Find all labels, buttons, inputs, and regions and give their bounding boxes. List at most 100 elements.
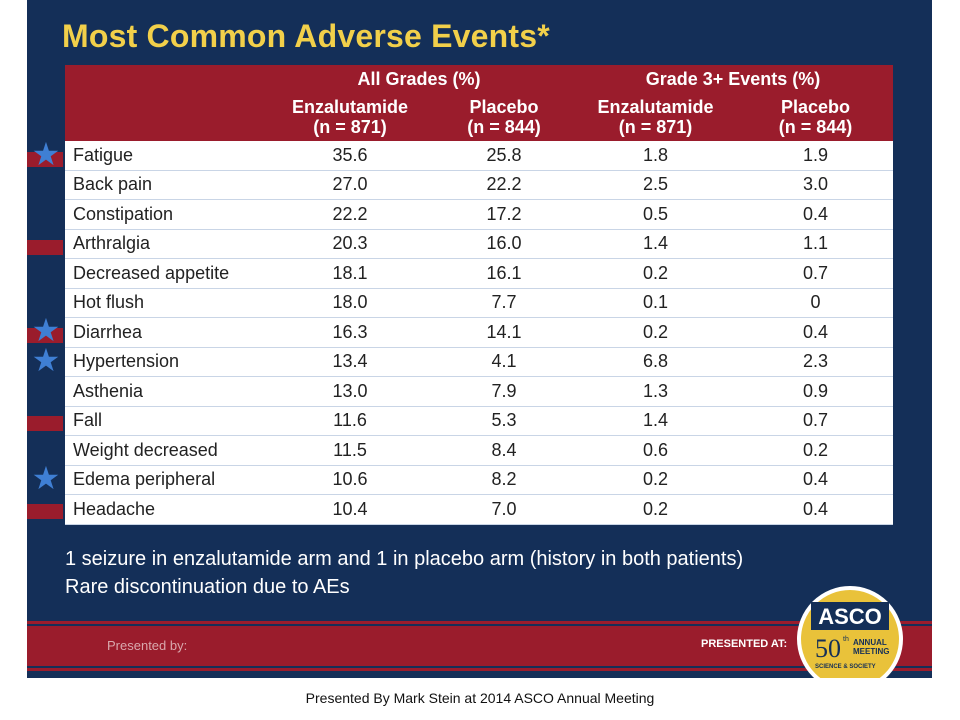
table-row: Hypertension 13.4 4.1 6.8 2.3 (65, 347, 893, 377)
stripe (27, 328, 63, 343)
sub-header-line2: (n = 844) (467, 117, 541, 137)
table-row: Decreased appetite 18.1 16.1 0.2 0.7 (65, 258, 893, 289)
table-row: Diarrhea 16.3 14.1 0.2 0.4 (65, 317, 893, 348)
value-cell: 7.9 (435, 376, 573, 407)
event-name: Back pain (65, 170, 265, 200)
value-cell: 1.8 (573, 141, 738, 171)
adverse-events-table: All Grades (%) Grade 3+ Events (%) Enzal… (65, 65, 893, 525)
event-name: Diarrhea (65, 317, 265, 348)
caption: Presented By Mark Stein at 2014 ASCO Ann… (305, 690, 655, 706)
logo-subline: SCIENCE & SOCIETY (815, 664, 876, 670)
value-cell: 1.4 (573, 406, 738, 436)
stripe (27, 416, 63, 431)
footer-line (27, 668, 932, 671)
stripe (27, 504, 63, 519)
logo-superscript: th (843, 636, 849, 643)
value-cell: 22.2 (265, 199, 435, 230)
value-cell: 1.1 (738, 229, 893, 259)
value-cell: 6.8 (573, 347, 738, 377)
group-header-grade3: Grade 3+ Events (%) (573, 65, 893, 93)
asco-logo: ASCO 50 th ANNUAL MEETING SCIENCE & SOCI… (797, 586, 903, 678)
star-icon: ★ (31, 311, 61, 350)
sub-header-line2: (n = 871) (313, 117, 387, 137)
value-cell: 8.4 (435, 435, 573, 466)
value-cell: 1.3 (573, 376, 738, 407)
value-cell: 0.9 (738, 376, 893, 407)
sub-header-line1: Placebo (780, 97, 851, 117)
value-cell: 8.2 (435, 465, 573, 495)
value-cell: 0.2 (573, 465, 738, 495)
value-cell: 0.2 (573, 494, 738, 525)
note-seizure: 1 seizure in enzalutamide arm and 1 in p… (65, 548, 744, 570)
event-name: Constipation (65, 199, 265, 230)
value-cell: 7.7 (435, 288, 573, 318)
sub-header: Enzalutamide (n = 871) (573, 93, 738, 141)
value-cell: 0 (738, 288, 893, 318)
table-body: Fatigue 35.6 25.8 1.8 1.9 Back pain 27.0 22.2 2.… (65, 141, 893, 525)
footer-line (27, 621, 932, 624)
sub-header-line1: Enzalutamide (291, 97, 409, 117)
star-icon: ★ (31, 134, 61, 173)
event-name: Fatigue (65, 141, 265, 171)
value-cell: 5.3 (435, 406, 573, 436)
event-name: Hot flush (65, 288, 265, 318)
value-cell: 14.1 (435, 317, 573, 348)
event-name: Hypertension (65, 347, 265, 377)
presented-by-label: Presented by: (107, 638, 188, 653)
value-cell: 0.2 (738, 435, 893, 466)
value-cell: 0.6 (573, 435, 738, 466)
event-name: Weight decreased (65, 435, 265, 466)
sub-header-line2: (n = 844) (778, 117, 853, 137)
table-row: Weight decreased 11.5 8.4 0.6 0.2 (65, 435, 893, 466)
value-cell: 0.7 (738, 258, 893, 289)
event-name: Asthenia (65, 376, 265, 407)
value-cell: 11.6 (265, 406, 435, 436)
sub-header: Enzalutamide (n = 871) (265, 93, 435, 141)
table-row: Constipation 22.2 17.2 0.5 0.4 (65, 199, 893, 230)
value-cell: 17.2 (435, 199, 573, 230)
value-cell: 11.5 (265, 435, 435, 466)
value-cell: 0.4 (738, 494, 893, 525)
table-row: Asthenia 13.0 7.9 1.3 0.9 (65, 376, 893, 407)
value-cell: 4.1 (435, 347, 573, 377)
group-header-all-grades: All Grades (%) (265, 65, 573, 93)
value-cell: 16.1 (435, 258, 573, 289)
value-cell: 18.0 (265, 288, 435, 318)
stars-strip (27, 140, 63, 530)
logo-annual-line2: MEETING (853, 647, 890, 656)
value-cell: 16.3 (265, 317, 435, 348)
value-cell: 2.5 (573, 170, 738, 200)
sub-header: Placebo (n = 844) (435, 93, 573, 141)
value-cell: 0.1 (573, 288, 738, 318)
value-cell: 0.4 (738, 199, 893, 230)
sub-header-row: Enzalutamide (n = 871) Placebo (n = 844) E… (65, 93, 893, 141)
logo-number: 50 (815, 634, 841, 663)
value-cell: 7.0 (435, 494, 573, 525)
table-row: Back pain 27.0 22.2 2.5 3.0 (65, 170, 893, 200)
group-header-row: All Grades (%) Grade 3+ Events (%) (65, 65, 893, 141)
slide: Most Common Adverse Events* ★ ★ ★ ★ All Gra… (27, 0, 932, 678)
value-cell: 20.3 (265, 229, 435, 259)
table-row: Headache 10.4 7.0 0.2 0.4 (65, 494, 893, 525)
value-cell: 16.0 (435, 229, 573, 259)
value-cell: 25.8 (435, 141, 573, 171)
value-cell: 0.5 (573, 199, 738, 230)
value-cell: 35.6 (265, 141, 435, 171)
event-name: Fall (65, 406, 265, 436)
value-cell: 0.4 (738, 317, 893, 348)
event-name: Arthralgia (65, 229, 265, 259)
table-row: Arthralgia 20.3 16.0 1.4 1.1 (65, 229, 893, 259)
event-name: Edema peripheral (65, 465, 265, 495)
table-row: Fall 11.6 5.3 1.4 0.7 (65, 406, 893, 436)
table-row: Edema peripheral 10.6 8.2 0.2 0.4 (65, 465, 893, 495)
note-discontinuation: Rare discontinuation due to AEs (65, 576, 350, 598)
stripe (27, 152, 63, 167)
sub-header-line1: Placebo (469, 97, 539, 117)
value-cell: 0.4 (738, 465, 893, 495)
logo-name: ASCO (818, 604, 882, 629)
value-cell: 10.4 (265, 494, 435, 525)
footer-bar (27, 626, 932, 666)
logo-name-box (811, 602, 889, 630)
notes: 1 seizure in enzalutamide arm and 1 in p… (65, 545, 743, 601)
slide-title: Most Common Adverse Events* (62, 18, 550, 54)
